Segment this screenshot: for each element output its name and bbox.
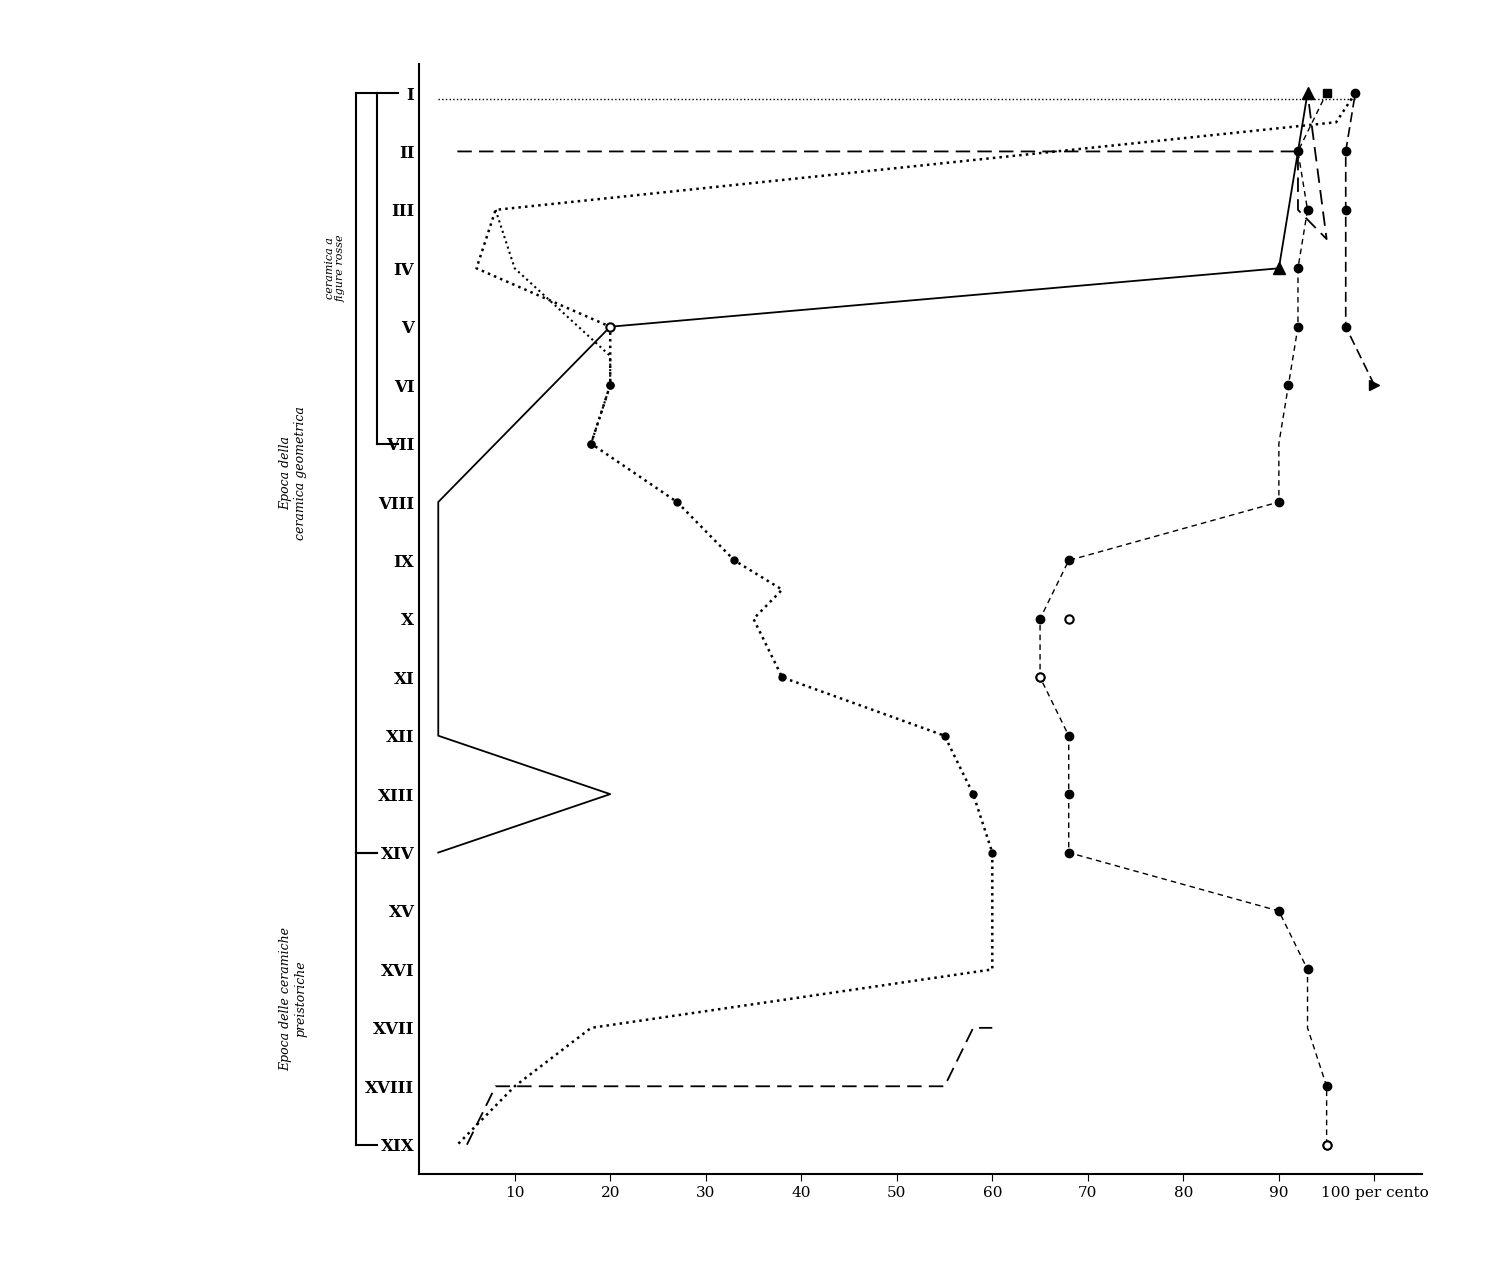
Text: Epoca delle ceramiche
preistoriche: Epoca delle ceramiche preistoriche xyxy=(280,926,307,1071)
Text: Epoca della
ceramica geometrica: Epoca della ceramica geometrica xyxy=(280,406,307,540)
Text: ceramica a
figure rosse: ceramica a figure rosse xyxy=(325,235,346,302)
